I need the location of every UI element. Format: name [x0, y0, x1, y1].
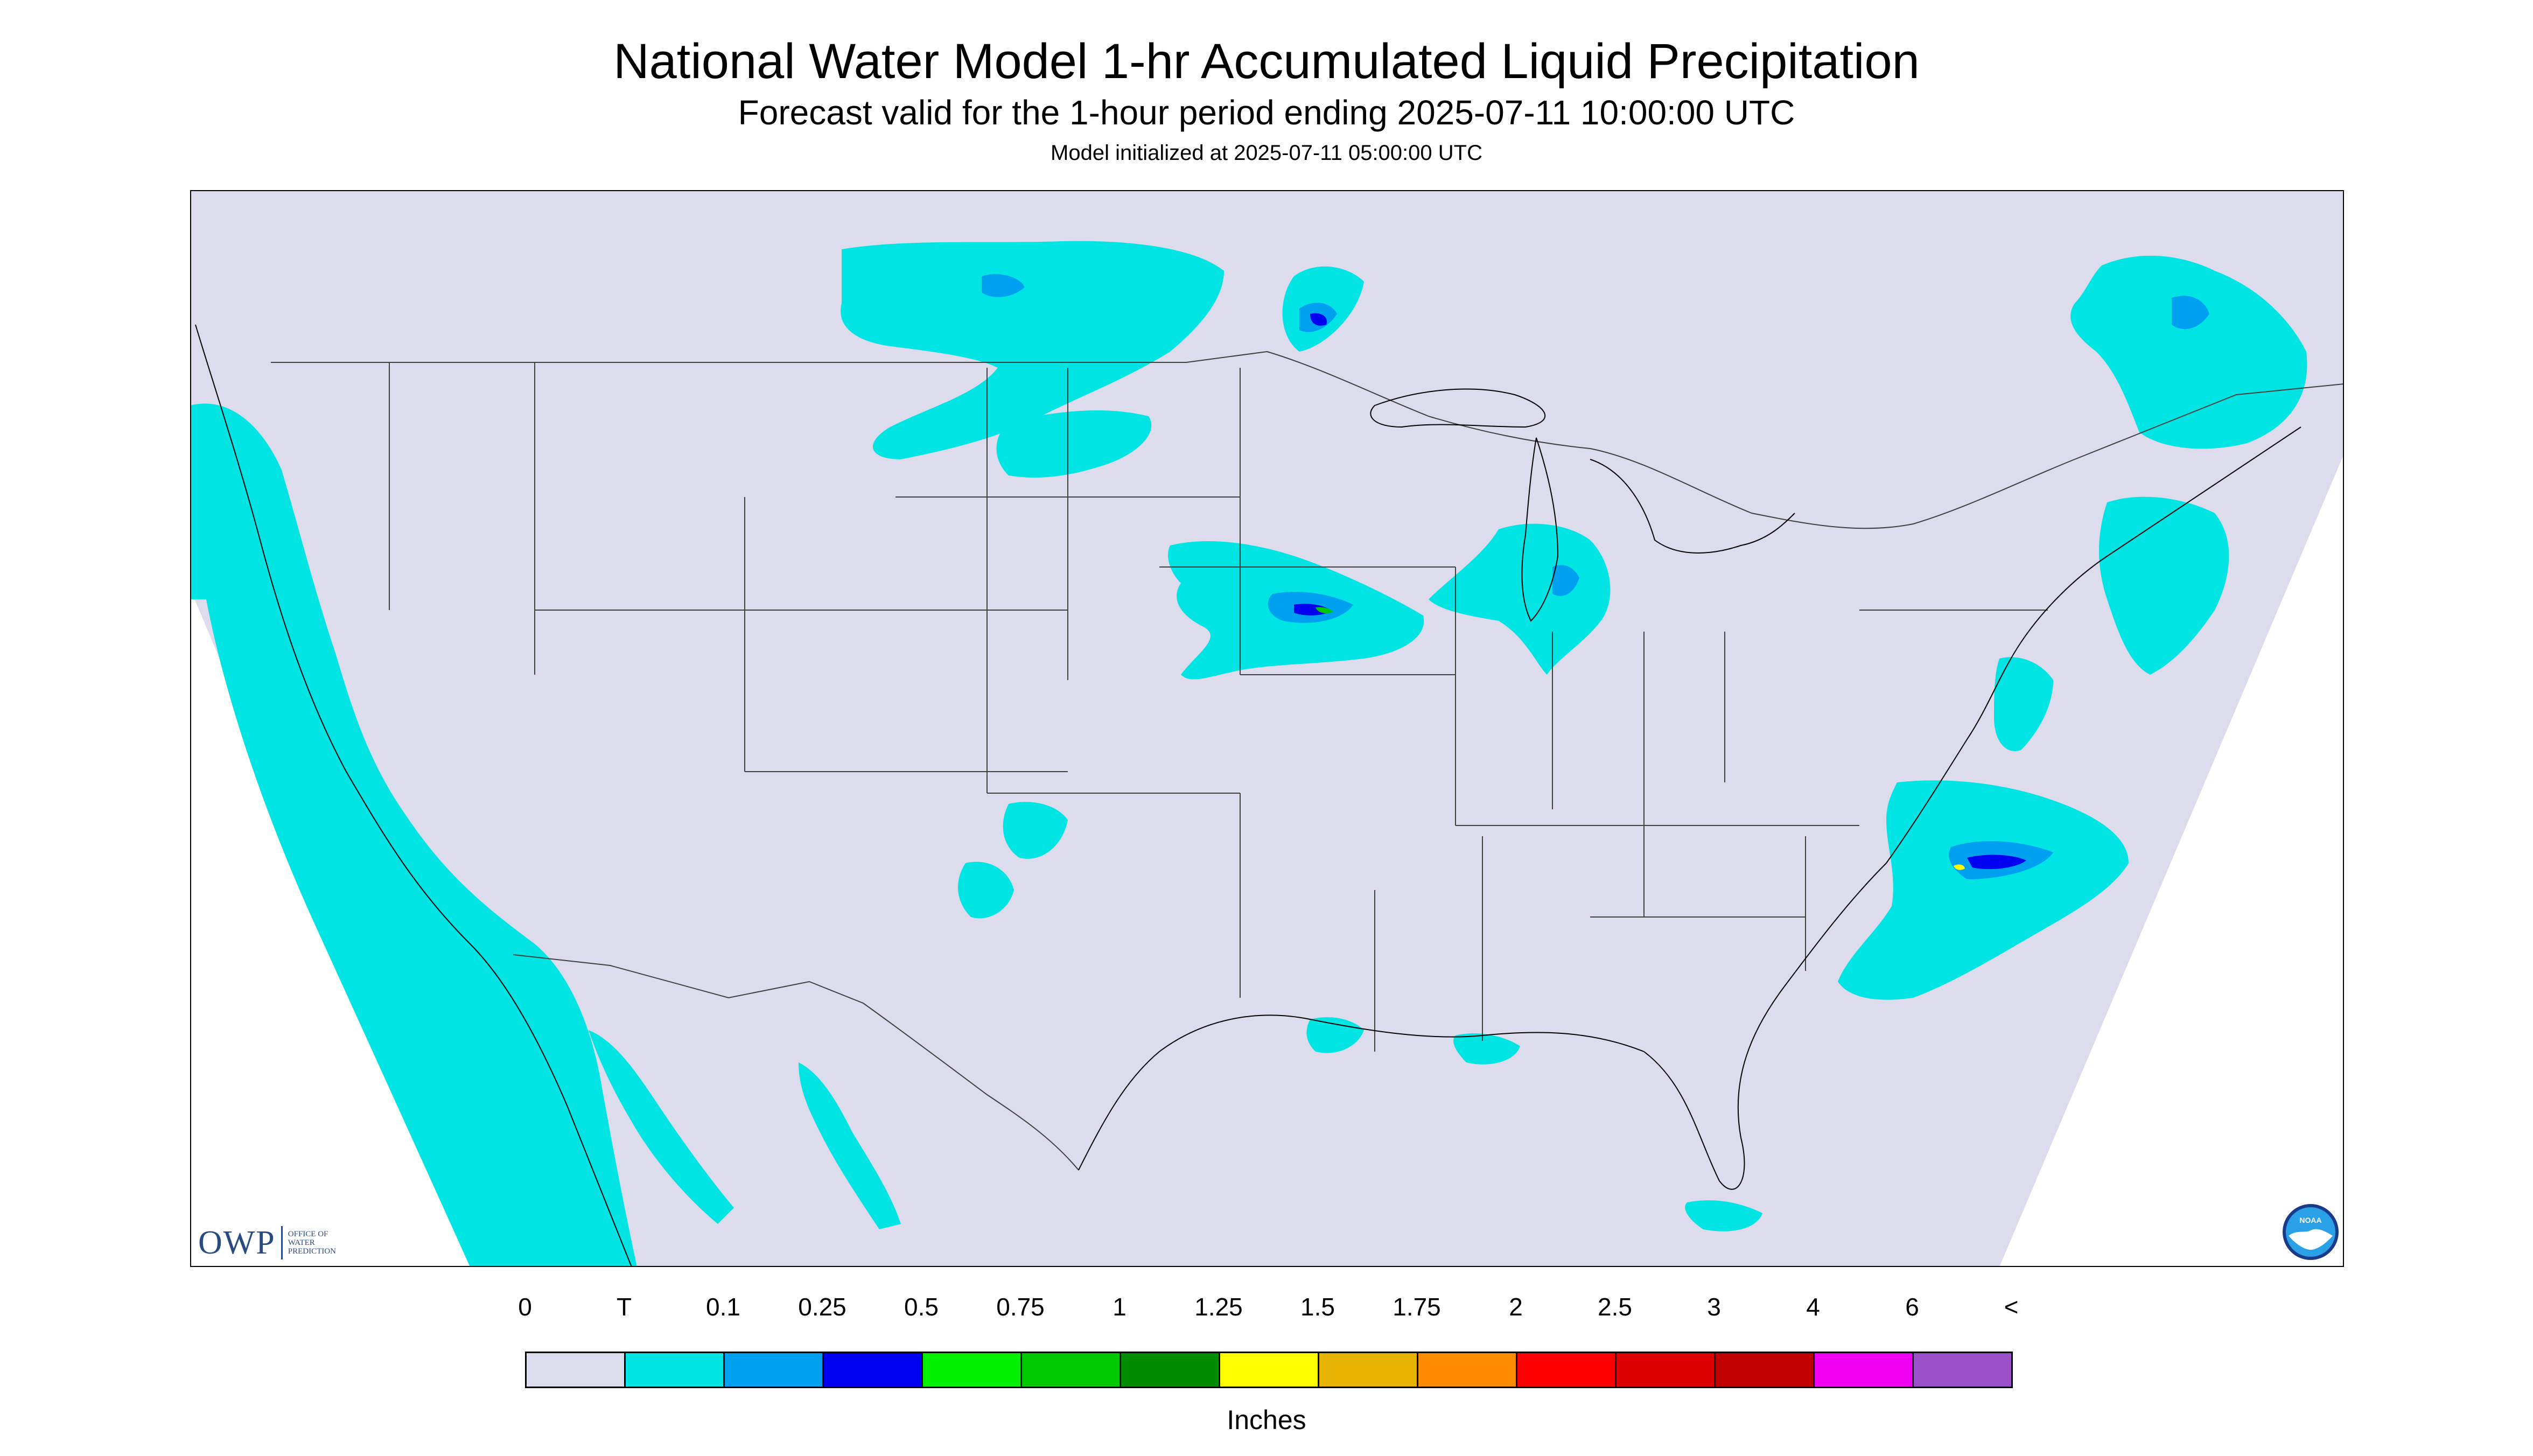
legend-tick-label: 0.75: [996, 1293, 1045, 1321]
legend-tick-label: 0.25: [798, 1293, 846, 1321]
legend-color-swatch: [921, 1352, 1022, 1388]
precip-core-iowa-green: [1316, 607, 1333, 613]
model-init-text: Model initialized at 2025-07-11 05:00:00…: [1051, 141, 1482, 165]
boundaries: [195, 324, 2344, 1267]
legend-tick-label: 4: [1806, 1293, 1820, 1321]
legend-color-swatch: [822, 1352, 923, 1388]
coastline-east: [1783, 426, 2301, 988]
precip-area-dakotas: [996, 410, 1152, 478]
legend-color-swatch: [1615, 1352, 1716, 1388]
legend-color-swatch: [1714, 1352, 1815, 1388]
noaa-logo-gull: [2289, 1229, 2333, 1250]
precipitation-map: [190, 190, 2344, 1267]
legend-color-swatch: [1119, 1352, 1220, 1388]
precip-area-sierra-madre: [799, 1062, 901, 1229]
precip-area-gulf-coast-2: [1453, 1033, 1520, 1065]
map-frame: [190, 190, 2344, 1267]
precipitation-overlay: [190, 241, 2307, 1267]
legend-color-swatch: [624, 1352, 725, 1388]
precip-area-montana-moderate: [982, 274, 1025, 297]
legend-units: Inches: [1227, 1405, 1306, 1435]
legend-color-swatch: [525, 1352, 626, 1388]
legend-color-swatch: [723, 1352, 824, 1388]
map-outside-right: [1999, 454, 2344, 1267]
coastline-west: [195, 324, 632, 1267]
precip-area-texas-panhandle: [958, 862, 1014, 919]
legend-tick-label: 0.5: [904, 1293, 939, 1321]
state-lines: [389, 362, 2048, 1052]
legend-tick-label: 1: [1112, 1293, 1126, 1321]
mexico-border: [513, 954, 1079, 1171]
precip-area-caribbean: [1685, 1200, 1762, 1231]
great-lakes-huron-erie: [1590, 459, 1795, 554]
legend-tick-label: 6: [1905, 1293, 1919, 1321]
legend-tick-label: 1.25: [1194, 1293, 1243, 1321]
forecast-valid-subtitle: Forecast valid for the 1-hour period end…: [738, 93, 1795, 132]
precip-core-offshore: [1967, 855, 2026, 870]
precip-area-baja-gulf: [589, 1030, 734, 1224]
legend-color-swatch: [1219, 1352, 1319, 1388]
legend-tick-label: 2.5: [1598, 1293, 1632, 1321]
legend-color-swatch: [1318, 1352, 1418, 1388]
legend-tick-label: 1.75: [1393, 1293, 1441, 1321]
precip-area-montana: [841, 241, 1224, 459]
owp-logo-divider: [281, 1226, 283, 1259]
legend-tick-label: 0.1: [706, 1293, 740, 1321]
legend-tick-label: <: [2004, 1293, 2019, 1321]
legend-tick-label: 2: [1509, 1293, 1523, 1321]
precip-area-pacific: [190, 403, 637, 1267]
precip-area-mid-atlantic: [1994, 657, 2053, 751]
precip-area-lake-moderate: [1552, 565, 1579, 596]
precip-core-offshore-yellow: [1954, 864, 1965, 870]
great-lakes-michigan: [1521, 437, 1559, 622]
legend-color-swatch: [1516, 1352, 1617, 1388]
great-lakes-superior: [1370, 388, 1546, 428]
legend-tick-label: T: [616, 1293, 632, 1321]
legend-color-swatch: [1020, 1352, 1121, 1388]
precip-area-new-mexico: [1003, 802, 1068, 859]
precip-area-lake-michigan: [1429, 523, 1611, 675]
legend-color-swatch: [1813, 1352, 1914, 1388]
precip-area-new-england: [2099, 496, 2229, 675]
precipitation-legend: 0 T 0.1 0.25 0.5 0.75 1 1.25 1.5 1.75 2 2.5 3 4 6 <: [518, 1292, 2018, 1400]
noaa-logo-text: NOAA: [2299, 1216, 2321, 1224]
owp-logo-text: OFFICE OF WATER PREDICTION: [288, 1230, 336, 1256]
owp-logo-mark: OWP: [198, 1224, 276, 1261]
noaa-logo: NOAA: [2283, 1204, 2339, 1260]
legend-tick-label: 1.5: [1300, 1293, 1335, 1321]
precip-area-canada-moderate: [2172, 296, 2209, 330]
legend-color-swatch: [1912, 1352, 2013, 1388]
legend-tick-label: 3: [1707, 1293, 1721, 1321]
canada-border: [271, 351, 2344, 529]
owp-logo: OWP OFFICE OF WATER PREDICTION: [198, 1221, 336, 1264]
precip-area-pacific-north: [190, 426, 272, 578]
precip-core-minnesota: [1310, 313, 1327, 326]
coastline-gulf: [1078, 986, 1785, 1190]
precip-area-northeast-canada: [2070, 255, 2307, 449]
precip-area-carolinas-offshore: [1838, 780, 2129, 1000]
legend-tick-label: 0: [518, 1293, 532, 1321]
map-title: National Water Model 1-hr Accumulated Li…: [613, 34, 1920, 89]
legend-color-swatch: [1417, 1352, 1517, 1388]
